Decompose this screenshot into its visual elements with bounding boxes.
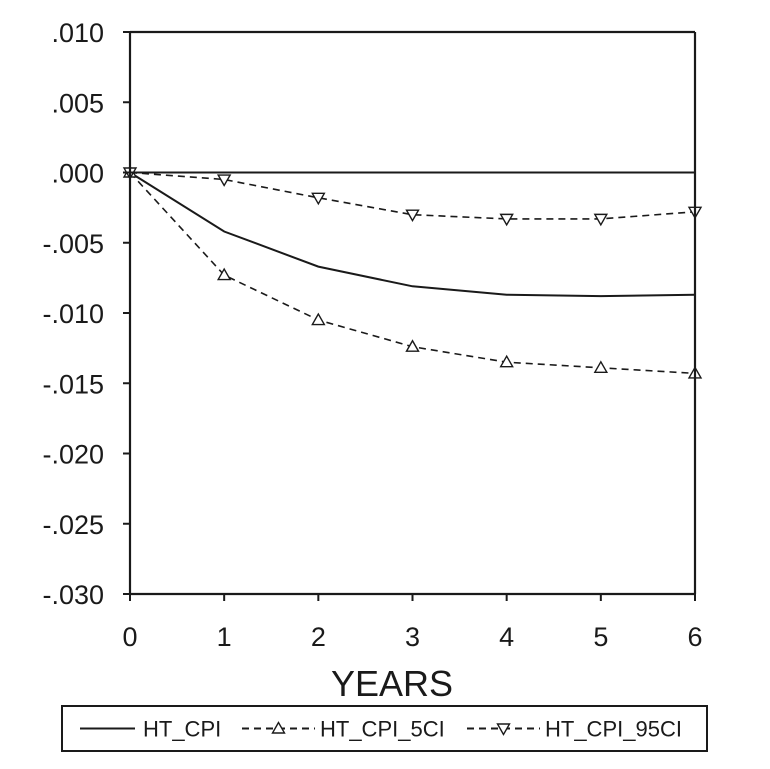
data-point-marker [405,339,420,352]
y-tick-label: -.020 [42,440,104,470]
y-tick-label: .000 [51,159,104,189]
plot-background [130,32,695,594]
y-tick-label: -.025 [42,510,104,540]
series-line [129,171,696,298]
data-point-marker [593,213,609,227]
data-point-marker [499,354,514,368]
ticks-layer: .010 .005 .000 -.005 -.010 -.015 -.020 -.025 -.0… [42,18,702,652]
data-point-marker [405,209,420,223]
plot-area [130,32,695,594]
x-tick-label: 0 [122,622,137,652]
legend-entry: HT_CPI_95CI [467,717,682,742]
x-tick-label: 4 [499,622,514,652]
legend-entry: HT_CPI [80,717,221,742]
data-point-marker [499,213,514,227]
data-point-marker [216,174,232,187]
x-axis-title: YEARS [331,663,453,704]
legend-marker [496,723,511,736]
x-tick-label: 5 [593,622,608,652]
x-tick-label: 1 [217,622,232,652]
y-tick-label: -.010 [42,299,104,329]
legend-marker [271,721,286,734]
y-tick-label: .005 [51,88,104,118]
legend-label: HT_CPI_95CI [545,717,682,742]
x-tick-label: 6 [687,622,702,652]
y-tick-label: -.015 [42,369,104,399]
y-tick-label: -.005 [42,229,104,259]
data-point-marker [311,192,326,206]
legend-box [61,705,708,752]
y-tick-label: -.030 [42,580,104,610]
legend-entry: HT_CPI_5CI [242,717,445,742]
x-tick-label: 3 [405,622,420,652]
x-tick-label: 2 [311,622,326,652]
legend: HT_CPI HT_CPI_5CI HT_CPI_95CI [61,705,708,752]
data-point-marker [311,312,326,326]
series-ht-cpi [129,171,696,298]
legend-label: HT_CPI [143,717,221,742]
data-point-marker [216,267,232,281]
data-point-marker [593,360,609,373]
y-tick-label: .010 [51,18,104,48]
legend-label: HT_CPI_5CI [320,717,445,742]
